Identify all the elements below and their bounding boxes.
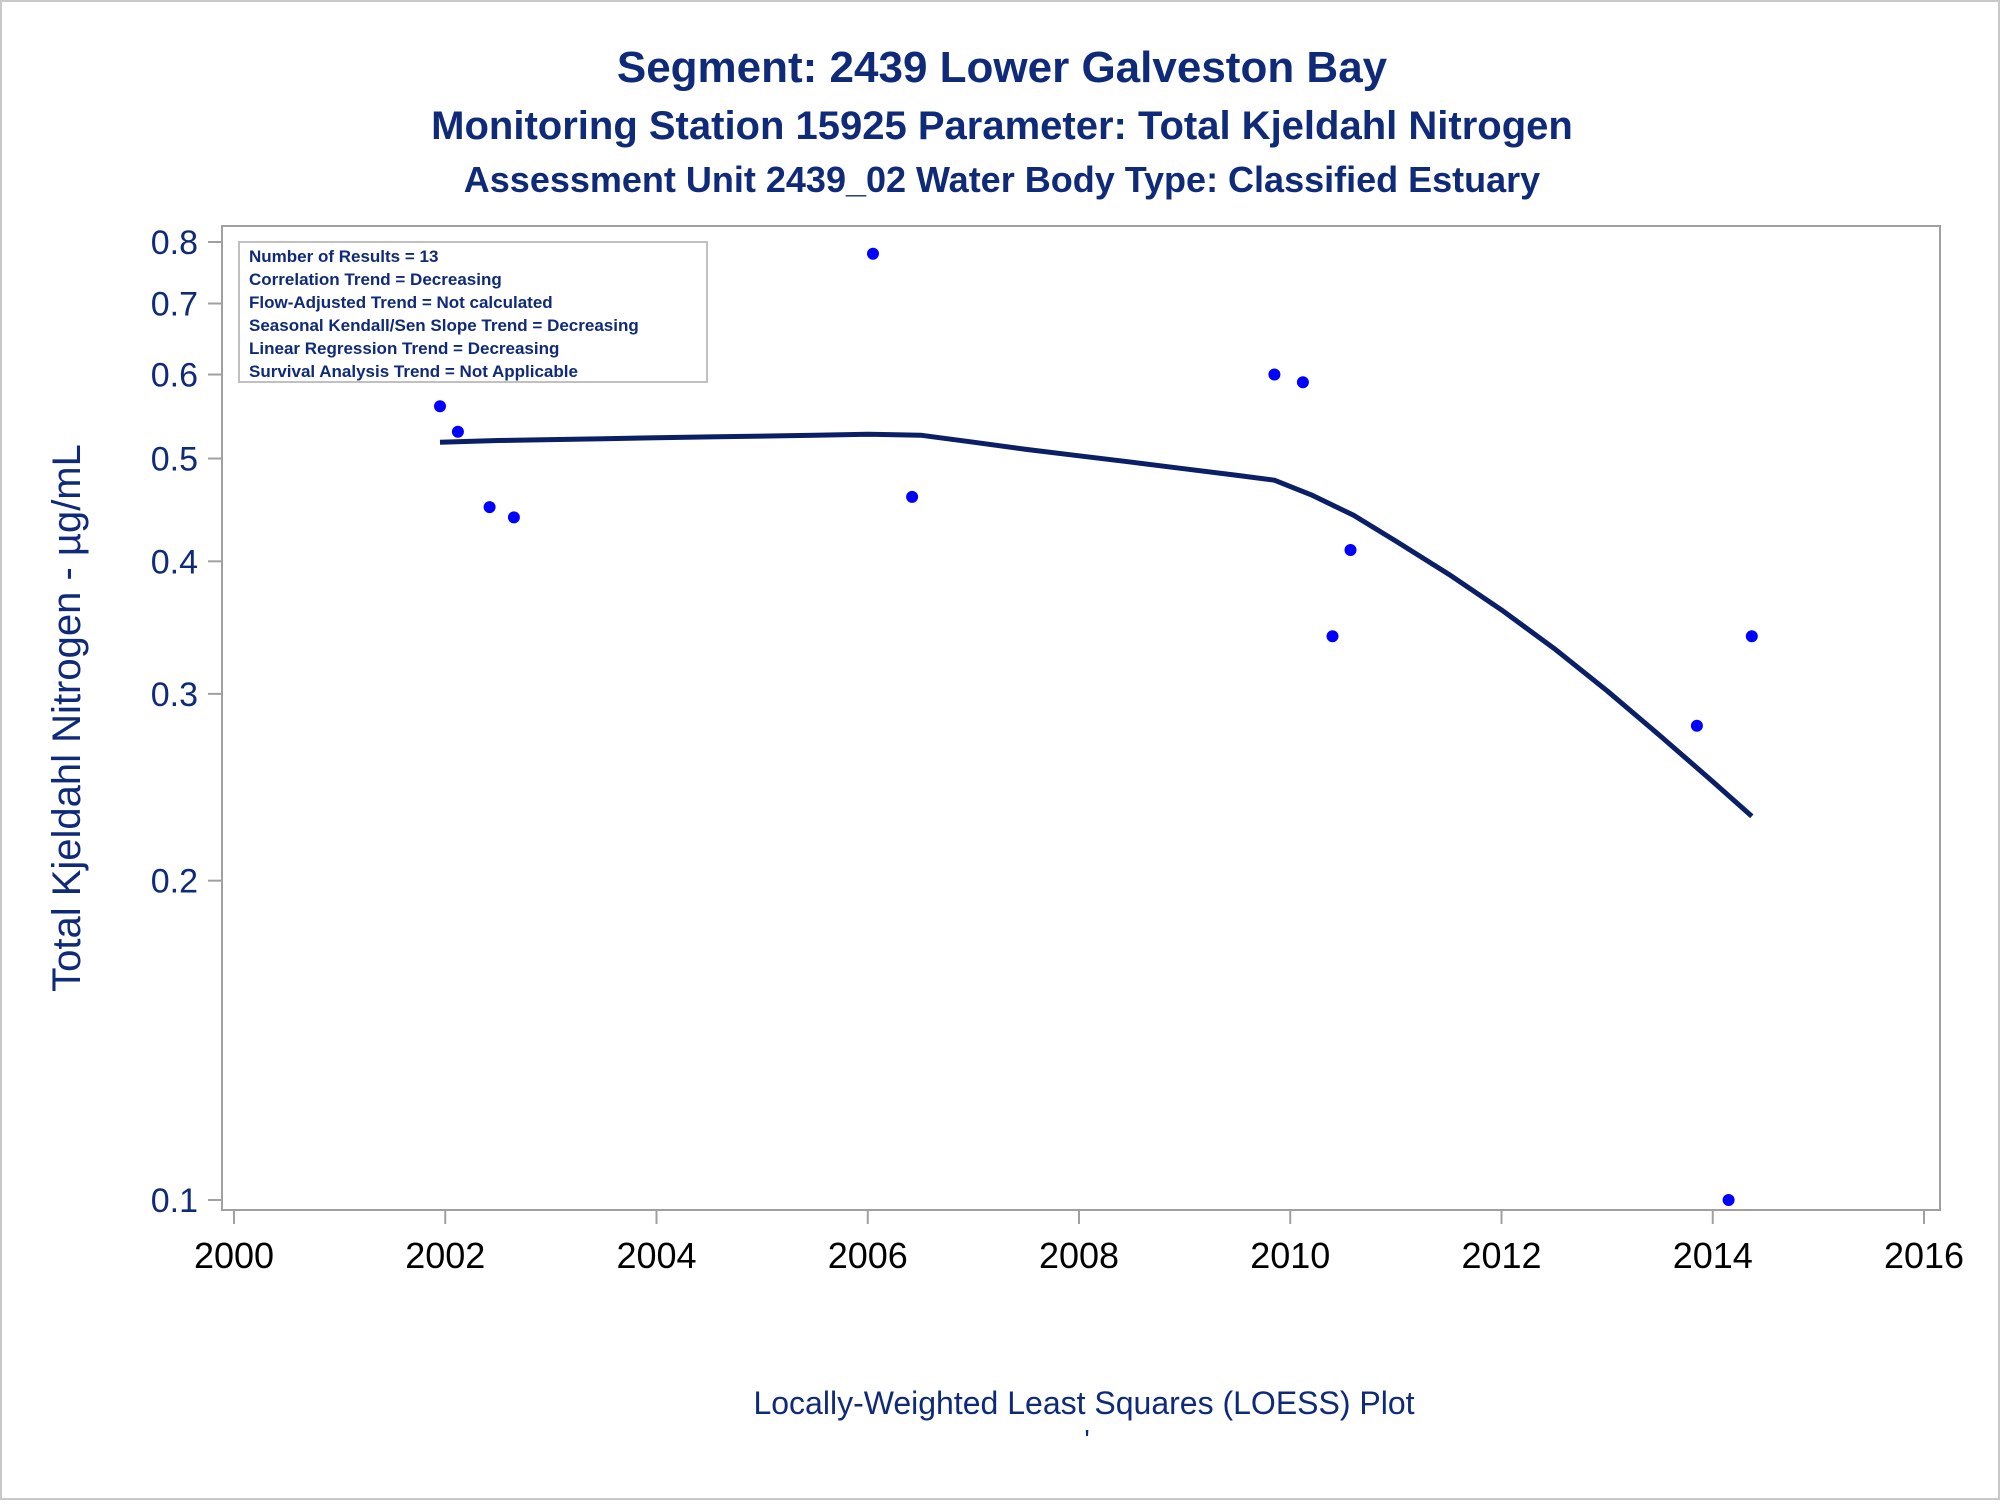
y-tick-label: 0.2: [151, 863, 198, 901]
footer-mark: ': [1084, 1424, 1089, 1455]
data-point: [483, 501, 496, 514]
x-tick-label: 2004: [616, 1235, 696, 1276]
data-point: [906, 490, 919, 503]
chart-subtitle: Monitoring Station 15925 Parameter: Tota…: [431, 104, 1573, 148]
chart-title: Segment: 2439 Lower Galveston Bay: [617, 43, 1388, 92]
y-tick-label: 0.5: [151, 441, 198, 479]
stats-legend-box: [238, 241, 708, 383]
x-tick-label: 2002: [405, 1235, 485, 1276]
data-point: [1690, 719, 1703, 732]
stats-line: Correlation Trend = Decreasing: [249, 270, 502, 289]
data-points: [434, 247, 1758, 1206]
loess-line: [439, 431, 1754, 819]
x-tick-label: 2010: [1250, 1235, 1330, 1276]
stats-legend: Number of Results = 13 Correlation Trend…: [238, 241, 708, 383]
data-point: [867, 247, 879, 260]
y-tick-label: 0.7: [151, 286, 198, 324]
data-point: [507, 511, 520, 524]
data-point: [1344, 544, 1357, 556]
stats-line: Flow-Adjusted Trend = Not calculated: [249, 293, 553, 312]
x-tick-label: 2008: [1039, 1235, 1119, 1276]
data-point: [1722, 1194, 1735, 1206]
data-point: [1296, 376, 1309, 389]
y-axis-label: Total Kjeldahl Nitrogen - µg/mL: [45, 444, 89, 992]
y-tick-label: 0.8: [151, 224, 198, 262]
footer-caption: Locally-Weighted Least Squares (LOESS) P…: [753, 1385, 1414, 1421]
y-tick-label: 0.6: [151, 357, 198, 395]
x-tick-label: 2012: [1461, 1235, 1541, 1276]
stats-line: Survival Analysis Trend = Not Applicable: [249, 362, 578, 381]
x-tick-label: 2006: [828, 1235, 908, 1276]
x-tick-label: 2016: [1884, 1235, 1964, 1276]
x-tick-label: 2014: [1673, 1235, 1753, 1276]
stats-line: Number of Results = 13: [249, 247, 438, 266]
stats-line: Seasonal Kendall/Sen Slope Trend = Decre…: [249, 316, 639, 335]
y-axis: 0.1 0.2 0.3 0.4 0.5 0.6 0.7 0.8: [151, 224, 222, 1220]
x-axis: 2000 2002 2004 2006 2008 2010 2012 2014 2016: [194, 1210, 1964, 1276]
data-point: [434, 400, 446, 413]
chart-subtitle-2: Assessment Unit 2439_02 Water Body Type:…: [464, 159, 1540, 200]
data-point: [1268, 368, 1281, 381]
data-point: [451, 425, 464, 438]
y-tick-label: 0.4: [151, 543, 198, 581]
stats-line: Linear Regression Trend = Decreasing: [249, 339, 559, 358]
data-point: [1745, 630, 1758, 643]
y-tick-label: 0.3: [151, 676, 198, 714]
data-point: [1326, 630, 1339, 643]
y-tick-label: 0.1: [151, 1182, 198, 1220]
plot-area: [221, 225, 1941, 1211]
x-tick-label: 2000: [194, 1235, 274, 1276]
